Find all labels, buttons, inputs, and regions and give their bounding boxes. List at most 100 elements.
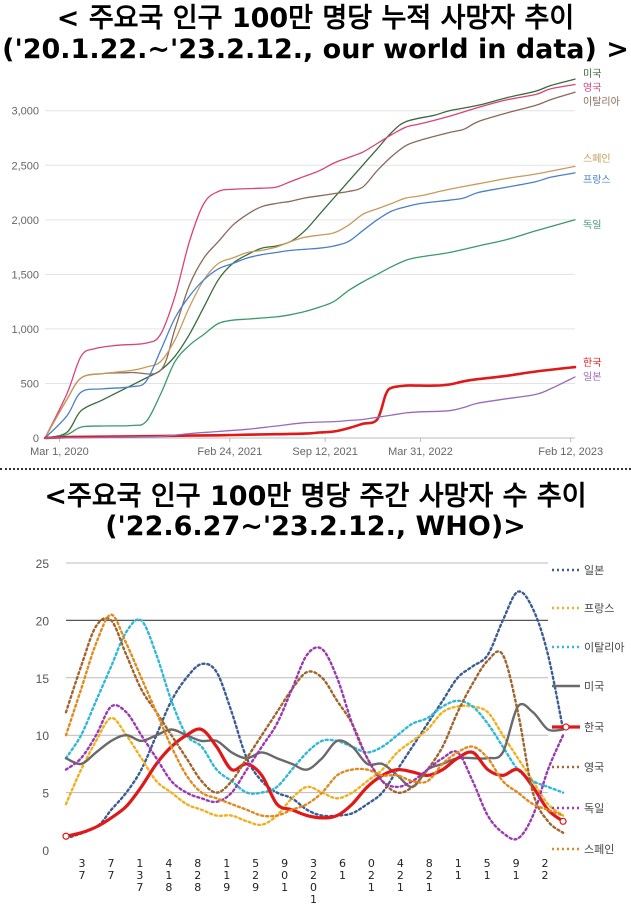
bottom-chart-title-line1: <주요국 인구 100만 명당 주간 사망자 수 추이 (44, 481, 587, 512)
series-line-영국 (44, 83, 576, 439)
x-tick-label: Mar 31, 2022 (388, 446, 453, 458)
x-category-char: 1 (426, 881, 433, 894)
x-category-char: 8 (194, 881, 201, 894)
series-label: 미국 (583, 68, 601, 80)
series-line-독일 (44, 219, 576, 439)
x-category-char: 3 (310, 857, 317, 870)
x-tick-label: Mar 1, 2020 (30, 446, 89, 458)
x-category-char: 7 (79, 869, 86, 882)
x-category-char: 2 (194, 869, 201, 882)
x-category-char: 2 (397, 869, 404, 882)
series-label: 스페인 (583, 153, 611, 165)
legend-label: 일본 (584, 563, 604, 577)
y-tick-label: 2,500 (11, 160, 39, 172)
x-category-char: 2 (542, 857, 549, 870)
series-label: 이탈리아 (583, 95, 620, 108)
series-line-스페인 (64, 613, 565, 818)
x-tick-label: Sep 12, 2021 (292, 446, 357, 458)
series-endpoint (559, 817, 567, 825)
x-category-char: 1 (223, 857, 230, 870)
series-label: 독일 (583, 219, 601, 231)
x-category-char: 5 (252, 857, 259, 870)
x-category-char: 1 (310, 893, 317, 906)
y-tick-label: 0 (42, 844, 49, 858)
series-line-프랑스 (64, 704, 565, 827)
x-category-char: 1 (455, 869, 462, 882)
x-category-char: 0 (368, 857, 375, 870)
series-line-일본 (64, 590, 565, 840)
x-category-char: 1 (455, 857, 462, 870)
legend-label: 미국 (584, 680, 604, 693)
x-category-char: 4 (397, 857, 404, 870)
y-tick-label: 5 (42, 787, 49, 801)
series-label: 일본 (583, 371, 601, 383)
x-category-char: 7 (136, 881, 143, 894)
series-label: 영국 (583, 82, 601, 94)
x-category-char: 8 (165, 881, 172, 894)
x-category-char: 1 (281, 881, 288, 894)
y-tick-label: 1,000 (11, 324, 39, 336)
x-category-char: 4 (165, 857, 172, 870)
top-chart-title-line2: ('20.1.22.~'23.2.12., our world in data)… (2, 34, 629, 65)
x-category-char: 2 (426, 869, 433, 882)
x-category-char: 3 (79, 857, 86, 870)
chart-divider (0, 468, 631, 470)
y-tick-label: 2,000 (11, 215, 39, 227)
x-category-char: 7 (107, 869, 114, 882)
x-category-char: 2 (542, 869, 549, 882)
x-category-char: 8 (194, 857, 201, 870)
x-category-char: 0 (310, 881, 317, 894)
series-line-이탈리아 (44, 91, 576, 439)
x-category-char: 9 (223, 881, 230, 894)
x-category-char: 1 (397, 881, 404, 894)
series-line-한국 (64, 727, 565, 838)
x-tick-label: Feb 12, 2023 (538, 446, 603, 458)
legend-label: 이탈리아 (584, 641, 624, 654)
x-category-char: 1 (223, 869, 230, 882)
series-label: 프랑스 (583, 174, 611, 186)
series-line-일본 (44, 376, 576, 439)
series-line-프랑스 (44, 172, 576, 439)
legend-label: 한국 (584, 721, 604, 734)
y-tick-label: 20 (36, 614, 50, 628)
y-tick-label: 3,000 (11, 106, 39, 118)
series-endpoint (62, 832, 70, 840)
x-category-char: 1 (368, 881, 375, 894)
x-category-char: 1 (339, 869, 346, 882)
legend-label: 프랑스 (584, 602, 614, 615)
x-category-char: 1 (513, 869, 520, 882)
x-category-char: 1 (136, 857, 143, 870)
x-category-char: 9 (281, 857, 288, 870)
y-tick-label: 1,500 (11, 269, 39, 281)
y-tick-label: 0 (33, 433, 39, 445)
bottom-chart-title-line2: ('22.6.27~'23.2.12., WHO)> (105, 511, 526, 542)
x-category-char: 5 (484, 857, 491, 870)
series-line-영국 (64, 616, 565, 834)
cumulative-deaths-chart: 0 500 1,000 1,500 2,000 2,500 3,000 Mar 1, 2020… (11, 68, 620, 458)
y-tick-label: 25 (36, 557, 50, 571)
x-category-char: 2 (310, 869, 317, 882)
y-tick-label: 15 (36, 672, 50, 686)
x-category-char: 3 (136, 869, 143, 882)
x-category-char: 2 (368, 869, 375, 882)
legend-label: 독일 (584, 801, 604, 815)
x-category-char: 7 (107, 857, 114, 870)
